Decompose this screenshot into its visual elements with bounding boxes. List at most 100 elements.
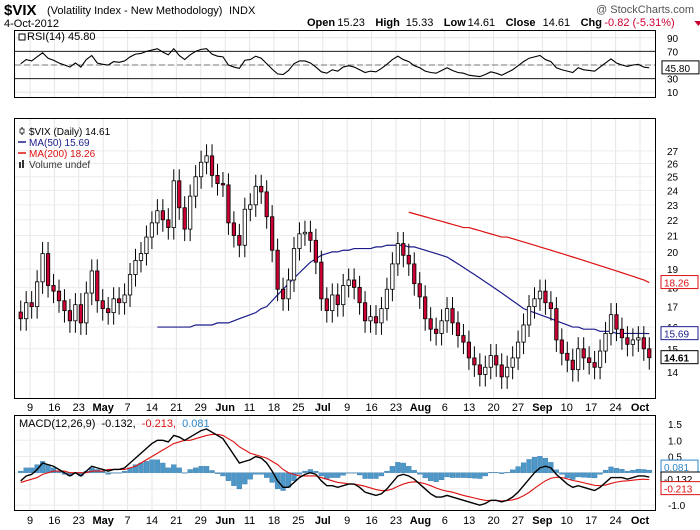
macd-histogram-bar	[242, 472, 248, 485]
candle-up	[439, 320, 444, 334]
x-axis-label: 25	[292, 515, 304, 527]
macd-histogram-bar	[89, 467, 95, 473]
macd-histogram-bar	[482, 472, 488, 477]
x-axis-label: 21	[170, 402, 182, 414]
candle-down	[335, 294, 340, 306]
candle-down	[45, 253, 51, 286]
candle-down	[264, 191, 269, 218]
price-value-badge-box	[660, 326, 699, 341]
macd-histogram-bar	[373, 472, 379, 479]
candle-down	[352, 279, 357, 288]
candle-down	[619, 328, 625, 339]
macd-histogram-bar	[132, 464, 139, 473]
macd-histogram-bar	[335, 472, 341, 478]
price-tick-label: 22	[667, 216, 679, 227]
quote-value: 15.33	[406, 17, 434, 29]
macd-histogram-bar	[635, 469, 641, 473]
macd-histogram-bar	[23, 467, 29, 473]
rsi-tick-label: 70	[667, 47, 679, 58]
macd-histogram-bar	[581, 472, 587, 478]
candle-up	[111, 298, 116, 314]
candle-down	[95, 270, 100, 302]
macd-histogram-bar	[630, 469, 636, 473]
candle-up	[155, 210, 160, 224]
x-axis-label: Sep	[532, 515, 552, 527]
candle-down	[614, 314, 619, 330]
x-axis-label: 6	[442, 402, 448, 414]
candle-down	[160, 210, 165, 221]
x-axis-label: 29	[195, 402, 207, 414]
candle-up	[199, 161, 204, 178]
macd-value-badge: -0.213	[664, 485, 693, 496]
macd-histogram-bar	[646, 469, 652, 473]
candle-up	[341, 285, 346, 306]
quote-value: -0.82 (-5.31%)	[604, 17, 674, 29]
candle-up	[133, 260, 138, 275]
candle-down	[67, 310, 73, 322]
candle-up	[444, 308, 450, 322]
macd-histogram-bar	[198, 466, 204, 473]
chart-date: 4-Oct-2012	[4, 18, 59, 30]
x-axis-label: 10	[561, 402, 573, 414]
rsi-value-badge-box	[661, 60, 700, 75]
price-tick-label: 23	[667, 201, 679, 212]
x-axis-label: 29	[195, 515, 207, 527]
macd-histogram-bar	[362, 472, 368, 479]
macd-histogram-bar	[400, 462, 406, 473]
price-tick-label: 14	[667, 368, 679, 379]
x-axis-label: May	[92, 515, 114, 527]
macd-histogram-bar	[384, 470, 390, 473]
x-axis-label: 27	[512, 402, 524, 414]
quote-label: Open	[307, 17, 335, 29]
macd-histogram-bar	[559, 472, 565, 475]
x-axis-label: 21	[170, 515, 182, 527]
down-arrow-icon	[694, 21, 700, 26]
candle-down	[554, 308, 559, 341]
macd-legend-signal: -0.213,	[142, 418, 176, 430]
macd-histogram-bar	[466, 472, 472, 479]
candle-down	[401, 243, 406, 256]
candle-down	[423, 296, 428, 320]
price-tick-label: 24	[667, 186, 679, 197]
macd-histogram-bar	[526, 459, 532, 473]
candle-down	[106, 308, 111, 314]
x-axis-label: 10	[561, 515, 573, 527]
x-axis-label: 24	[609, 402, 621, 414]
candle-up	[138, 253, 144, 261]
candle-up	[242, 208, 247, 246]
x-axis-label: 25	[292, 402, 304, 414]
candle-up	[532, 298, 537, 308]
x-axis-label: May	[92, 402, 114, 414]
chart-symbol: $VIX	[4, 2, 37, 19]
quote-value: 14.61	[543, 17, 571, 29]
candle-up	[253, 185, 258, 206]
price-tick-label: 25	[667, 173, 679, 184]
macd-histogram-bar	[253, 472, 259, 475]
x-axis-label: Oct	[631, 402, 650, 414]
macd-tick-label: 1.5	[668, 420, 682, 431]
candle-up	[630, 339, 635, 345]
x-axis-label: 13	[463, 515, 475, 527]
macd-tick-label: 0.5	[668, 453, 682, 464]
macd-histogram-bar	[351, 472, 357, 474]
candle-up	[35, 281, 40, 308]
candle-down	[461, 335, 466, 343]
macd-histogram-bar	[510, 469, 516, 473]
x-axis-label: 20	[487, 515, 499, 527]
chart-description: (Volatility Index - New Methodology)	[47, 5, 222, 17]
candle-down	[455, 322, 461, 336]
candle-up	[395, 243, 400, 265]
candle-up	[483, 366, 488, 375]
rsi-legend: RSI(14) 45.80	[18, 31, 95, 43]
candle-down	[78, 304, 83, 324]
candle-down	[18, 311, 23, 320]
candle-down	[466, 341, 471, 359]
macd-histogram-bar	[116, 472, 122, 474]
ma200-line	[408, 211, 650, 284]
x-axis-label: 23	[73, 402, 85, 414]
x-axis-label: 27	[512, 515, 524, 527]
macd-histogram-bar	[378, 472, 385, 477]
macd-histogram-bar	[460, 472, 467, 478]
candle-up	[144, 236, 149, 254]
quote-label: Close	[506, 17, 536, 29]
